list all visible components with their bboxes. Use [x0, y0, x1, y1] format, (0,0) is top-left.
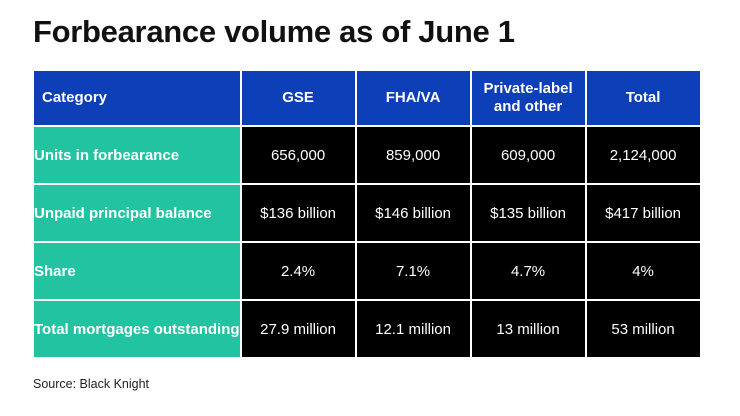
- header-row: Category GSE FHA/VA Private-label and ot…: [34, 71, 700, 125]
- column-header-gse: GSE: [241, 71, 355, 125]
- table-cell: $135 billion: [471, 185, 585, 241]
- table-cell: 4.7%: [471, 243, 585, 299]
- table-cell: 53 million: [586, 301, 700, 357]
- table-cell: $146 billion: [356, 185, 470, 241]
- table-cell: $417 billion: [586, 185, 700, 241]
- row-label-total-mortgages: Total mortgages outstanding: [34, 301, 240, 357]
- row-label-units: Units in forbearance: [34, 127, 240, 183]
- table-cell: 2.4%: [241, 243, 355, 299]
- source-note: Source: Black Knight: [33, 377, 150, 391]
- column-header-category: Category: [34, 71, 240, 125]
- column-header-private-label-text: Private-label and other: [483, 80, 573, 115]
- table-row: Total mortgages outstanding 27.9 million…: [34, 301, 700, 357]
- chart-title: Forbearance volume as of June 1: [33, 14, 515, 49]
- table-cell: $136 billion: [241, 185, 355, 241]
- forbearance-table: Category GSE FHA/VA Private-label and ot…: [32, 69, 702, 359]
- table-row: Unpaid principal balance $136 billion $1…: [34, 185, 700, 241]
- table-row: Share 2.4% 7.1% 4.7% 4%: [34, 243, 700, 299]
- row-label-share: Share: [34, 243, 240, 299]
- table-row: Units in forbearance 656,000 859,000 609…: [34, 127, 700, 183]
- column-header-fha-va: FHA/VA: [356, 71, 470, 125]
- row-label-unpaid-balance: Unpaid principal balance: [34, 185, 240, 241]
- table-cell: 656,000: [241, 127, 355, 183]
- table-cell: 27.9 million: [241, 301, 355, 357]
- column-header-total: Total: [586, 71, 700, 125]
- table-cell: 4%: [586, 243, 700, 299]
- table-cell: 7.1%: [356, 243, 470, 299]
- table-cell: 859,000: [356, 127, 470, 183]
- column-header-private-label: Private-label and other: [471, 71, 585, 125]
- table-cell: 2,124,000: [586, 127, 700, 183]
- table-cell: 13 million: [471, 301, 585, 357]
- table-cell: 12.1 million: [356, 301, 470, 357]
- table-cell: 609,000: [471, 127, 585, 183]
